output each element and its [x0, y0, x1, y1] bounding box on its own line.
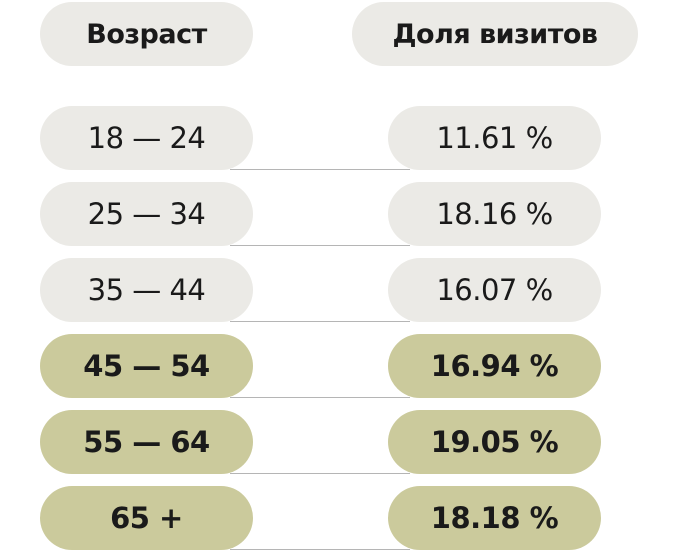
- age-cell: 25 — 34: [40, 182, 253, 246]
- share-cell: 16.94 %: [388, 334, 601, 398]
- share-cell: 18.18 %: [388, 486, 601, 550]
- age-cell: 45 — 54: [40, 334, 253, 398]
- connector-line: [230, 321, 410, 322]
- age-cell: 55 — 64: [40, 410, 253, 474]
- connector-line: [230, 169, 410, 170]
- connector-line: [230, 473, 410, 474]
- connector-line: [230, 245, 410, 246]
- connector-line: [230, 397, 410, 398]
- connector-line: [230, 549, 410, 550]
- share-cell: 16.07 %: [388, 258, 601, 322]
- age-cell: 18 — 24: [40, 106, 253, 170]
- age-cell: 35 — 44: [40, 258, 253, 322]
- share-cell: 11.61 %: [388, 106, 601, 170]
- share-cell: 19.05 %: [388, 410, 601, 474]
- header-cell: Доля визитов: [352, 2, 638, 66]
- header-cell: Возраст: [40, 2, 253, 66]
- age-cell: 65 +: [40, 486, 253, 550]
- share-cell: 18.16 %: [388, 182, 601, 246]
